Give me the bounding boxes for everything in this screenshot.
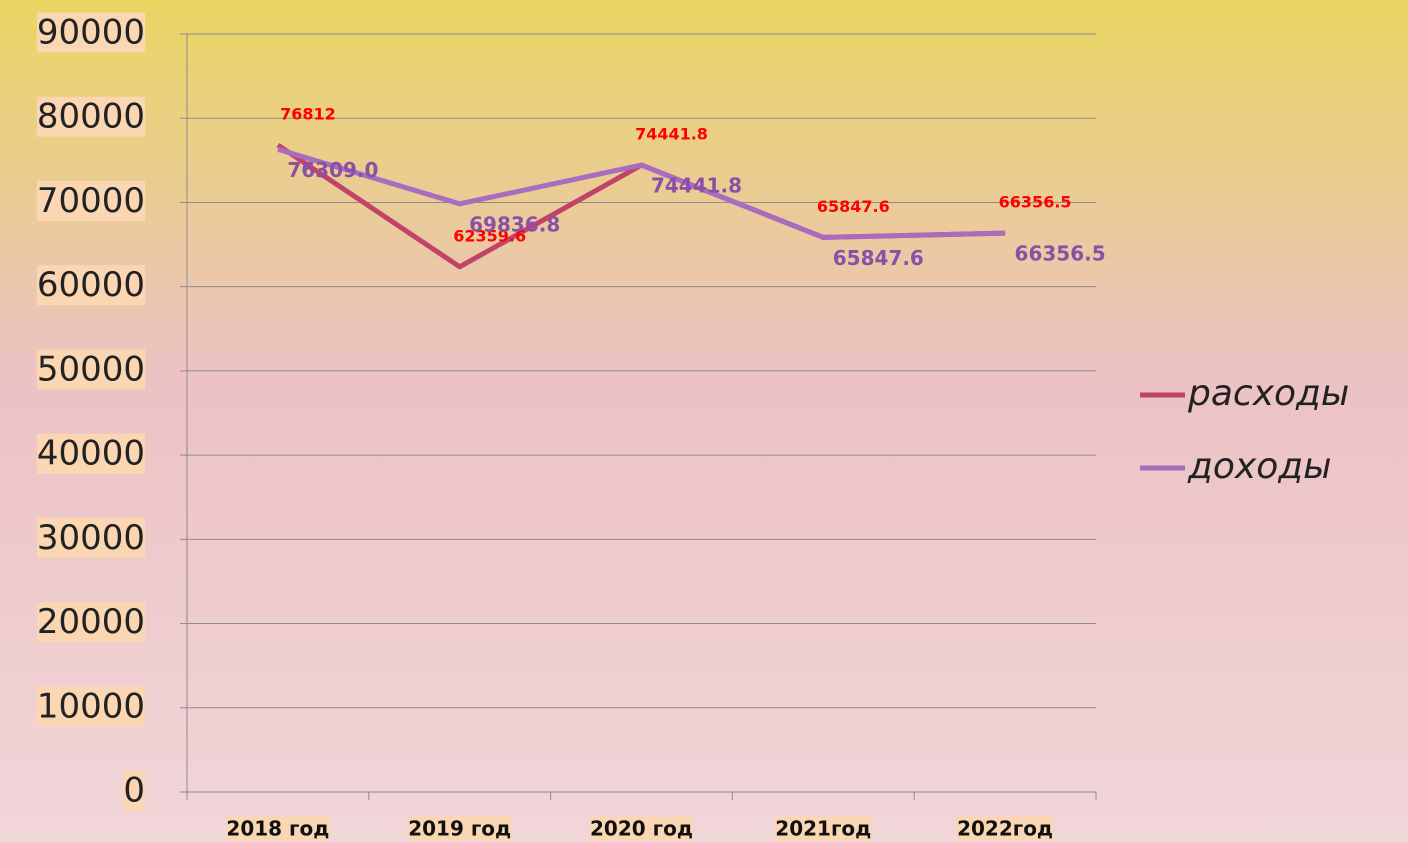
label-background <box>590 816 693 841</box>
y-tick-label: 40000 <box>37 434 145 474</box>
y-tick-label: 50000 <box>37 349 145 389</box>
label-background <box>408 816 512 841</box>
data-label: 69836.8 <box>469 212 560 236</box>
data-label: 65847.6 <box>833 246 924 270</box>
label-background <box>36 265 145 306</box>
label-background <box>36 602 145 643</box>
label-background <box>36 180 145 221</box>
label-background <box>957 816 1054 841</box>
label-background <box>36 12 145 53</box>
y-tick-label: 0 <box>123 771 145 811</box>
label-background <box>36 96 145 137</box>
y-tick-label: 30000 <box>37 518 145 558</box>
label-background <box>226 816 330 841</box>
label-background <box>36 433 145 474</box>
y-tick-label: 80000 <box>37 97 145 137</box>
label-background <box>775 816 872 841</box>
label-background <box>36 686 145 727</box>
data-label: 76309.0 <box>287 158 378 182</box>
data-label: 62359.6 <box>453 226 526 245</box>
y-tick-label: 60000 <box>37 265 145 305</box>
data-label: 65847.6 <box>817 197 890 216</box>
data-label: 66356.5 <box>999 193 1072 212</box>
legend-label: доходы <box>1187 446 1332 487</box>
series-line <box>277 146 1006 240</box>
x-tick-label: 2019 год <box>408 817 511 841</box>
y-tick-label: 10000 <box>37 686 145 726</box>
data-label: 66356.5 <box>1015 242 1106 266</box>
x-tick-label: 2022год <box>957 817 1053 841</box>
x-tick-label: 2018 год <box>226 817 329 841</box>
data-label: 74441.8 <box>651 174 742 198</box>
label-background <box>123 770 145 811</box>
y-tick-label: 90000 <box>37 13 145 53</box>
y-tick-label: 70000 <box>37 181 145 221</box>
data-label: 76812 <box>280 105 336 124</box>
legend-label: расходы <box>1187 373 1349 414</box>
y-tick-label: 20000 <box>37 602 145 642</box>
data-label: 74441.8 <box>635 125 708 144</box>
x-tick-label: 2021год <box>775 817 871 841</box>
label-background <box>36 517 145 558</box>
label-background <box>36 349 145 390</box>
x-tick-label: 2020 год <box>590 817 693 841</box>
